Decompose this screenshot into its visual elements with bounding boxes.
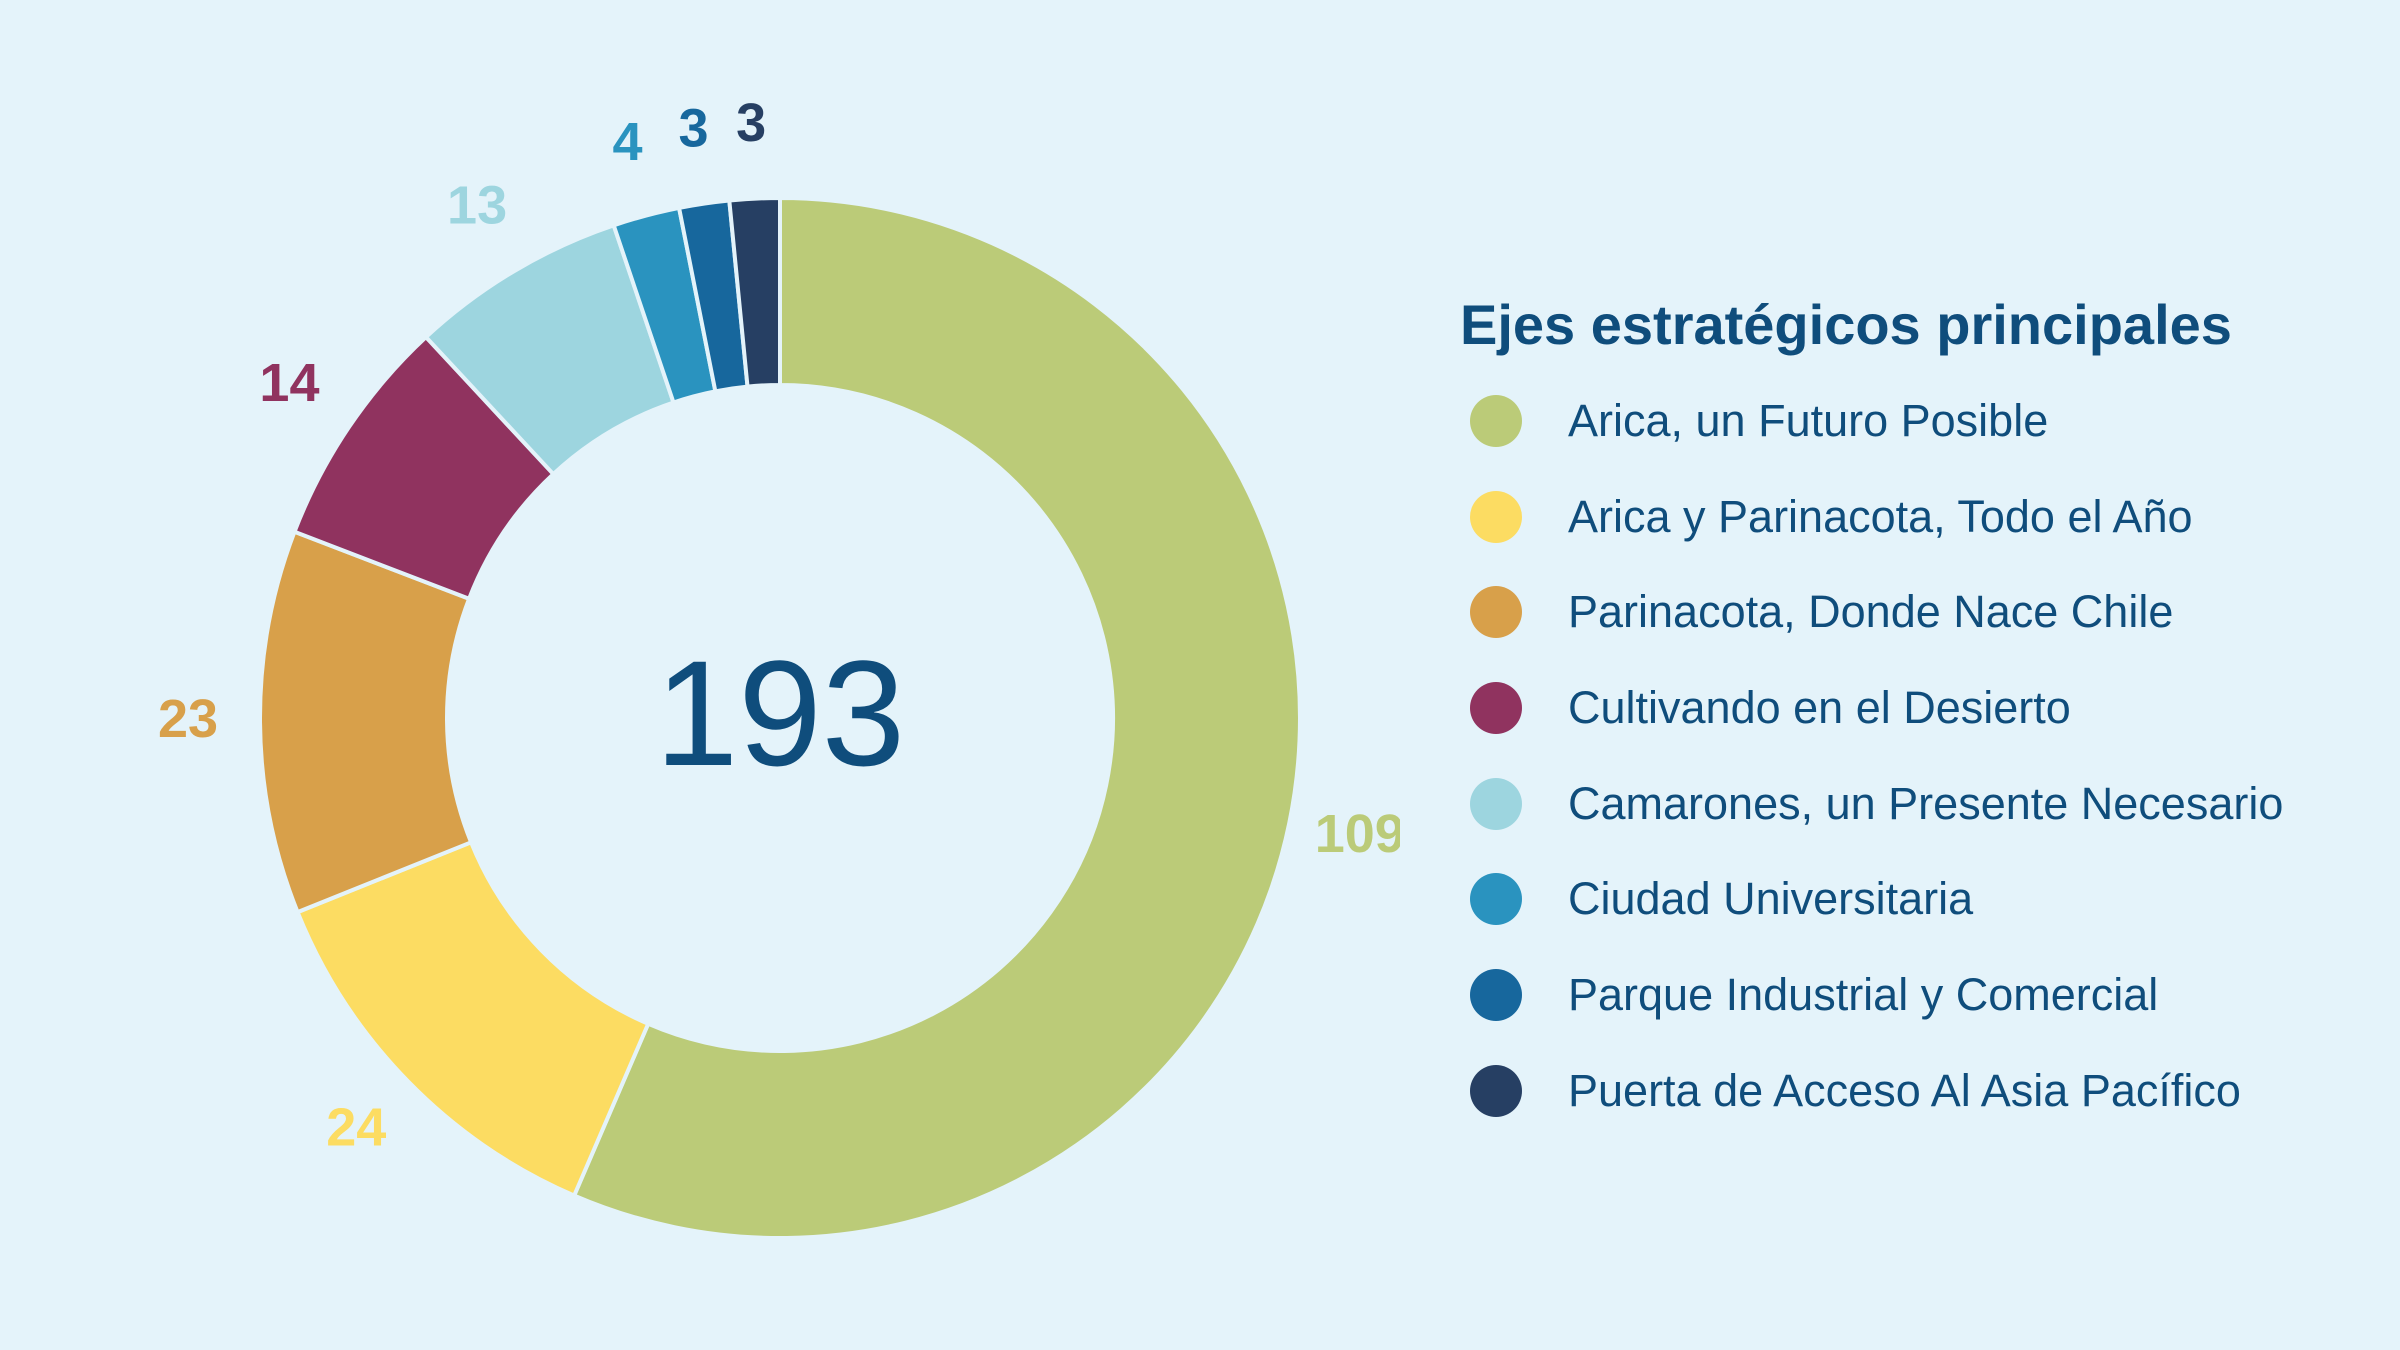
legend-item: Parinacota, Donde Nace Chile bbox=[1460, 564, 2283, 660]
legend-swatch bbox=[1470, 968, 1522, 1021]
legend-item: Parque Industrial y Comercial bbox=[1460, 947, 2283, 1043]
legend-label: Ciudad Universitaria bbox=[1568, 873, 1974, 925]
slice-value-label: 109 bbox=[1315, 804, 1400, 864]
legend-item: Cultivando en el Desierto bbox=[1460, 660, 2283, 756]
legend-item: Arica y Parinacota, Todo el Año bbox=[1460, 469, 2283, 565]
slice-value-label: 23 bbox=[158, 689, 218, 749]
center-total: 193 bbox=[655, 629, 905, 797]
slice-value-label: 3 bbox=[736, 93, 766, 153]
legend-label: Puerta de Acceso Al Asia Pacífico bbox=[1568, 1064, 2241, 1116]
legend-label: Arica y Parinacota, Todo el Año bbox=[1568, 490, 2193, 542]
slice-value-label: 24 bbox=[326, 1098, 386, 1158]
legend-item: Puerta de Acceso Al Asia Pacífico bbox=[1460, 1043, 2283, 1139]
slice-value-label: 14 bbox=[259, 353, 319, 413]
legend-swatch bbox=[1470, 490, 1522, 543]
donut-slice bbox=[571, 195, 1302, 1240]
legend-label: Parinacota, Donde Nace Chile bbox=[1568, 586, 2174, 638]
legend-title: Ejes estratégicos principales bbox=[1460, 293, 2232, 356]
legend-label: Arica, un Futuro Posible bbox=[1568, 394, 2049, 446]
legend-item: Arica, un Futuro Posible bbox=[1460, 373, 2283, 469]
legend-swatch bbox=[1470, 394, 1522, 447]
slice-value-label: 4 bbox=[613, 112, 643, 172]
legend-label: Cultivando en el Desierto bbox=[1568, 681, 2071, 733]
donut-slice bbox=[727, 195, 782, 389]
legend-swatch bbox=[1470, 873, 1522, 926]
donut-slices bbox=[258, 195, 1302, 1240]
legend-item: Camarones, un Presente Necesario bbox=[1460, 756, 2283, 852]
legend: Ejes estratégicos principales Arica, un … bbox=[1460, 292, 2283, 1139]
legend-swatch bbox=[1470, 777, 1522, 830]
slice-value-label: 3 bbox=[679, 99, 709, 159]
legend-swatch bbox=[1470, 1064, 1522, 1117]
legend-list: Arica, un Futuro Posible Arica y Parinaco… bbox=[1460, 373, 2283, 1139]
legend-item: Ciudad Universitaria bbox=[1460, 851, 2283, 947]
legend-label: Parque Industrial y Comercial bbox=[1568, 968, 2159, 1020]
slice-value-label: 13 bbox=[447, 176, 507, 236]
legend-swatch bbox=[1470, 681, 1522, 734]
legend-label: Camarones, un Presente Necesario bbox=[1568, 777, 2284, 829]
legend-swatch bbox=[1470, 586, 1522, 639]
